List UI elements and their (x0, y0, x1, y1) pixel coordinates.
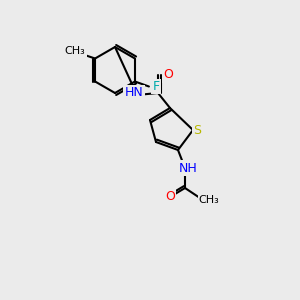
Text: F: F (152, 80, 160, 93)
Text: O: O (165, 190, 175, 203)
Text: NH: NH (178, 161, 197, 175)
Text: O: O (163, 68, 173, 82)
Text: CH₃: CH₃ (65, 46, 85, 56)
Text: S: S (193, 124, 201, 136)
Text: HN: HN (124, 86, 143, 100)
Text: CH₃: CH₃ (199, 195, 219, 205)
